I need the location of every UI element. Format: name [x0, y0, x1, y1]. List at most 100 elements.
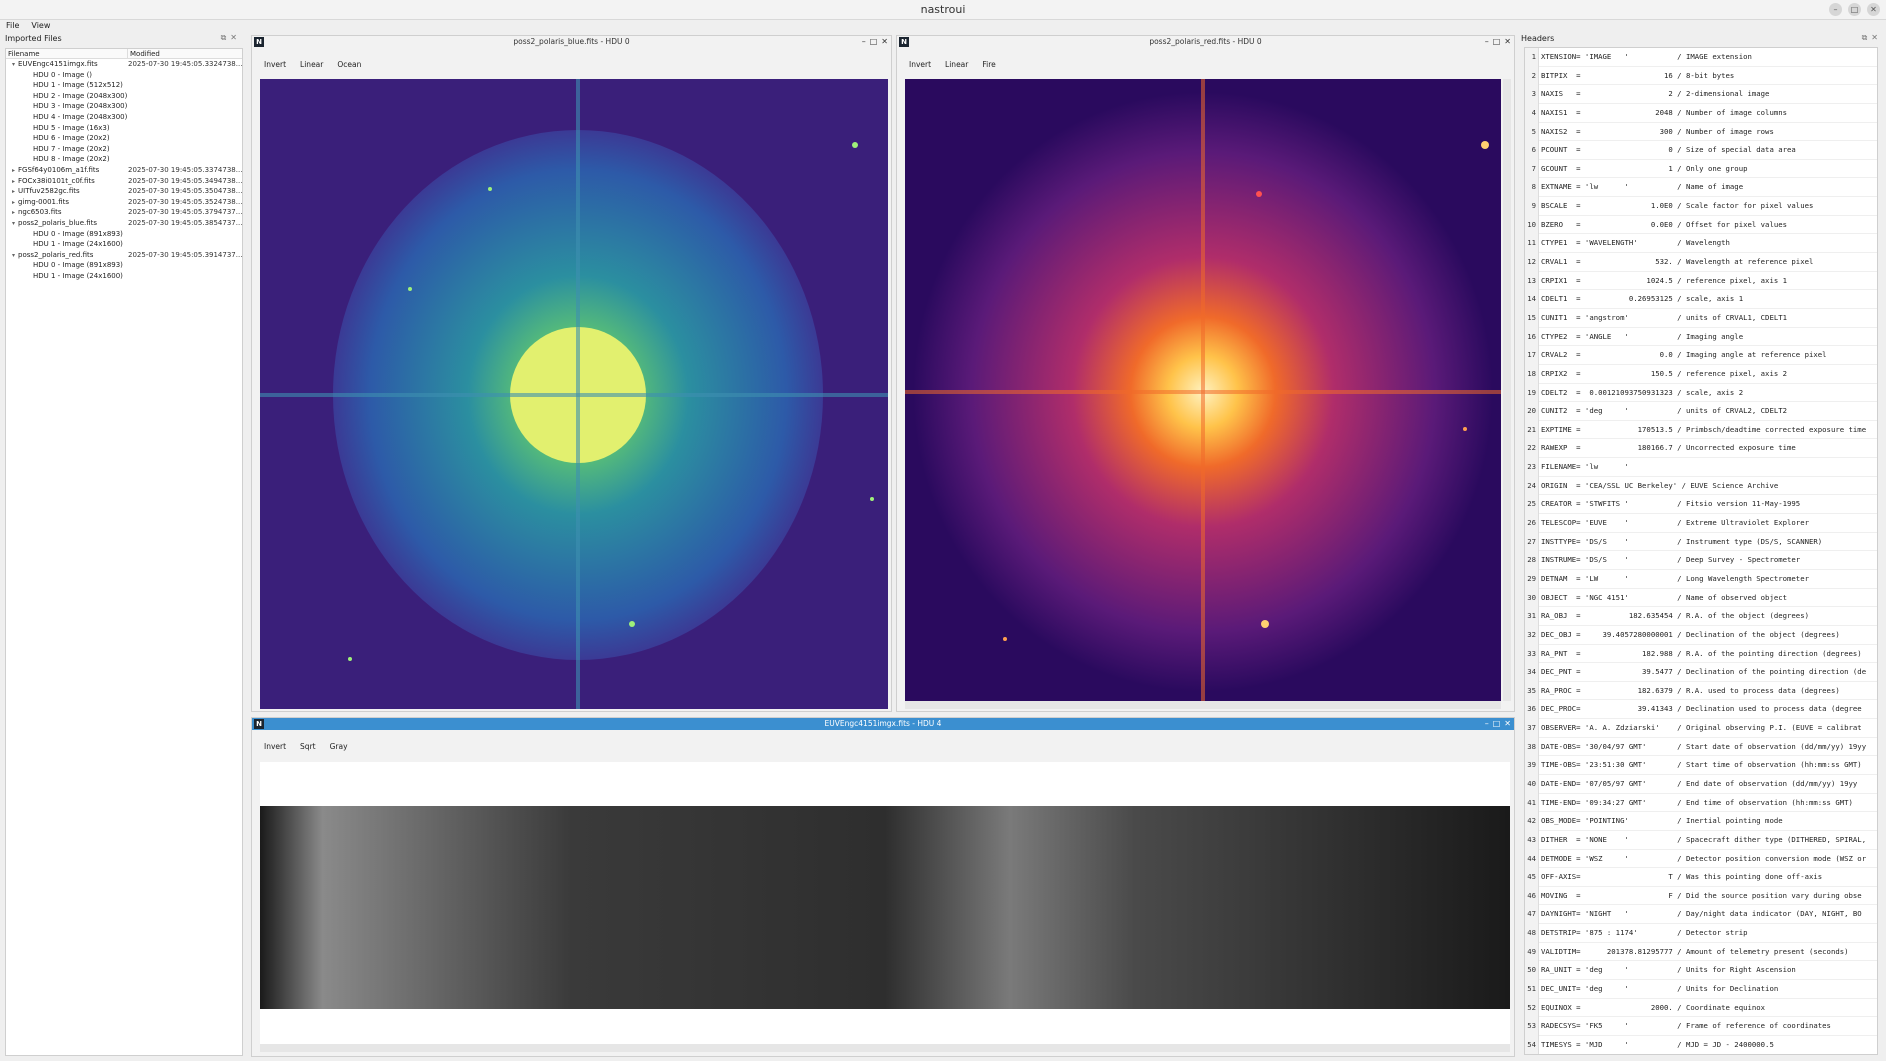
header-row[interactable]: 5 NAXIS2 = 300 / Number of image rows: [1525, 123, 1877, 142]
maximize-icon[interactable]: □: [1493, 36, 1501, 48]
vertical-scrollbar[interactable]: [1503, 79, 1511, 701]
colormap-dropdown[interactable]: Fire: [982, 57, 995, 73]
scale-dropdown[interactable]: Linear: [300, 57, 323, 73]
file-tree-row[interactable]: ▸ FOCx38i0101t_c0f.fits 2025-07-30 19:45:0…: [6, 176, 242, 187]
minimize-icon[interactable]: –: [862, 36, 866, 48]
menu-view[interactable]: View: [31, 20, 50, 32]
header-row[interactable]: 32 DEC_OBJ = 39.4057280000001 / Declinati…: [1525, 626, 1877, 645]
dock-buttons[interactable]: ⧉✕: [221, 33, 241, 43]
header-row[interactable]: 38 DATE-OBS= '30/04/97 GMT' / Start date …: [1525, 738, 1877, 757]
file-tree-row[interactable]: HDU 0 - Image (891x893): [6, 260, 242, 271]
file-tree-row[interactable]: ▾ poss2_polaris_red.fits 2025-07-30 19:45:…: [6, 250, 242, 261]
file-tree-row[interactable]: HDU 2 - Image (2048x300): [6, 91, 242, 102]
header-row[interactable]: 39 TIME-OBS= '23:51:30 GMT' / Start time …: [1525, 756, 1877, 775]
file-tree-row[interactable]: ▸ ngc6503.fits 2025-07-30 19:45:05.3794737…: [6, 207, 242, 218]
header-row[interactable]: 8 EXTNAME = 'lw ' / Name of image: [1525, 178, 1877, 197]
invert-button[interactable]: Invert: [264, 57, 286, 73]
header-row[interactable]: 21 EXPTIME = 170513.5 / Primbsch/deadtime…: [1525, 421, 1877, 440]
header-row[interactable]: 42 OBS_MODE= 'POINTING' / Inertial pointi…: [1525, 812, 1877, 831]
header-row[interactable]: 20 CUNIT2 = 'deg ' / units of CRVAL2, CDE…: [1525, 402, 1877, 421]
header-row[interactable]: 29 DETNAM = 'LW ' / Long Wavelength Spect…: [1525, 570, 1877, 589]
file-tree-row[interactable]: HDU 1 - Image (512x512): [6, 80, 242, 91]
header-row[interactable]: 51 DEC_UNIT= 'deg ' / Units for Declinati…: [1525, 980, 1877, 999]
header-row[interactable]: 54 TIMESYS = 'MJD ' / MJD = JD - 2400000.…: [1525, 1036, 1877, 1055]
header-row[interactable]: 43 DITHER = 'NONE ' / Spacecraft dither t…: [1525, 831, 1877, 850]
header-row[interactable]: 27 INSTTYPE= 'DS/S ' / Instrument type (D…: [1525, 533, 1877, 552]
file-tree-row[interactable]: ▸ gimg-0001.fits 2025-07-30 19:45:05.35247…: [6, 197, 242, 208]
menu-file[interactable]: File: [6, 20, 19, 32]
header-row[interactable]: 35 RA_PROC = 182.6379 / R.A. used to proc…: [1525, 682, 1877, 701]
header-row[interactable]: 9 BSCALE = 1.0E0 / Scale factor for pixel…: [1525, 197, 1877, 216]
file-tree-row[interactable]: ▸ UITfuv2582gc.fits 2025-07-30 19:45:05.35…: [6, 186, 242, 197]
maximize-icon[interactable]: □: [1848, 3, 1861, 16]
header-row[interactable]: 25 CREATOR = 'STWFITS ' / Fitsio version …: [1525, 495, 1877, 514]
close-icon[interactable]: ✕: [1867, 3, 1880, 16]
chevron-right-icon[interactable]: ▸: [9, 166, 18, 176]
header-row[interactable]: 10 BZERO = 0.0E0 / Offset for pixel value…: [1525, 216, 1877, 235]
file-tree-row[interactable]: HDU 4 - Image (2048x300): [6, 112, 242, 123]
header-row[interactable]: 31 RA_OBJ = 182.635454 / R.A. of the obje…: [1525, 607, 1877, 626]
column-modified[interactable]: Modified: [128, 49, 160, 58]
header-row[interactable]: 48 DETSTRIP= '875 : 1174' / Detector stri…: [1525, 924, 1877, 943]
column-filename[interactable]: Filename: [6, 49, 128, 58]
minimize-icon[interactable]: –: [1485, 36, 1489, 48]
header-row[interactable]: 53 RADECSYS= 'FK5 ' / Frame of reference …: [1525, 1017, 1877, 1036]
header-row[interactable]: 49 VALIDTIM= 201378.81295777 / Amount of …: [1525, 943, 1877, 962]
header-row[interactable]: 4 NAXIS1 = 2048 / Number of image columns: [1525, 104, 1877, 123]
header-row[interactable]: 6 PCOUNT = 0 / Size of special data area: [1525, 141, 1877, 160]
header-row[interactable]: 2 BITPIX = 16 / 8-bit bytes: [1525, 67, 1877, 86]
header-row[interactable]: 40 DATE-END= '07/05/97 GMT' / End date of…: [1525, 775, 1877, 794]
chevron-down-icon[interactable]: ▾: [9, 60, 18, 70]
close-icon[interactable]: ✕: [1504, 36, 1511, 48]
horizontal-scrollbar[interactable]: [905, 701, 1501, 709]
header-row[interactable]: 50 RA_UNIT = 'deg ' / Units for Right Asc…: [1525, 961, 1877, 980]
image-canvas-euve[interactable]: [260, 762, 1510, 1044]
scale-dropdown[interactable]: Sqrt: [300, 739, 316, 755]
header-row[interactable]: 52 EQUINOX = 2000. / Coordinate equinox: [1525, 999, 1877, 1018]
window-titlebar[interactable]: N poss2_polaris_blue.fits - HDU 0 – □ ✕: [252, 36, 891, 48]
file-tree-row[interactable]: ▾ poss2_polaris_blue.fits 2025-07-30 19:45…: [6, 218, 242, 229]
window-titlebar[interactable]: N poss2_polaris_red.fits - HDU 0 – □ ✕: [897, 36, 1514, 48]
header-row[interactable]: 28 INSTRUME= 'DS/S ' / Deep Survey - Spec…: [1525, 551, 1877, 570]
file-tree-row[interactable]: HDU 8 - Image (20x2): [6, 154, 242, 165]
maximize-icon[interactable]: □: [870, 36, 878, 48]
image-canvas-red[interactable]: [905, 79, 1501, 701]
file-tree-row[interactable]: HDU 1 - Image (24x1600): [6, 239, 242, 250]
chevron-down-icon[interactable]: ▾: [9, 219, 18, 229]
horizontal-scrollbar[interactable]: [260, 1044, 1510, 1052]
header-row[interactable]: 14 CDELT1 = 0.26953125 / scale, axis 1: [1525, 290, 1877, 309]
chevron-right-icon[interactable]: ▸: [9, 177, 18, 187]
header-row[interactable]: 16 CTYPE2 = 'ANGLE ' / Imaging angle: [1525, 328, 1877, 347]
header-row[interactable]: 23 FILENAME= 'lw ': [1525, 458, 1877, 477]
header-row[interactable]: 17 CRVAL2 = 0.0 / Imaging angle at refere…: [1525, 346, 1877, 365]
file-tree-row[interactable]: ▾ EUVEngc4151imgx.fits 2025-07-30 19:45:05…: [6, 59, 242, 70]
chevron-down-icon[interactable]: ▾: [9, 251, 18, 261]
header-row[interactable]: 44 DETMODE = 'WSZ ' / Detector position c…: [1525, 850, 1877, 869]
header-row[interactable]: 18 CRPIX2 = 150.5 / reference pixel, axis…: [1525, 365, 1877, 384]
header-row[interactable]: 46 MOVING = F / Did the source position v…: [1525, 887, 1877, 906]
file-tree-row[interactable]: ▸ FGSf64y0106m_a1f.fits 2025-07-30 19:45:0…: [6, 165, 242, 176]
header-row[interactable]: 15 CUNIT1 = 'angstrom' / units of CRVAL1,…: [1525, 309, 1877, 328]
chevron-right-icon[interactable]: ▸: [9, 187, 18, 197]
header-row[interactable]: 19 CDELT2 = 0.00121093750931323 / scale, …: [1525, 384, 1877, 403]
header-row[interactable]: 45 OFF-AXIS= T / Was this pointing done o…: [1525, 868, 1877, 887]
header-row[interactable]: 26 TELESCOP= 'EUVE ' / Extreme Ultraviole…: [1525, 514, 1877, 533]
close-icon[interactable]: ✕: [881, 36, 888, 48]
dock-buttons[interactable]: ⧉✕: [1862, 33, 1882, 43]
invert-button[interactable]: Invert: [264, 739, 286, 755]
file-tree-row[interactable]: HDU 0 - Image (): [6, 70, 242, 81]
chevron-right-icon[interactable]: ▸: [9, 198, 18, 208]
maximize-icon[interactable]: □: [1493, 718, 1501, 730]
colormap-dropdown[interactable]: Gray: [330, 739, 348, 755]
header-row[interactable]: 12 CRVAL1 = 532. / Wavelength at referenc…: [1525, 253, 1877, 272]
header-list[interactable]: 1 XTENSION= 'IMAGE ' / IMAGE extension 2 BI…: [1524, 47, 1878, 1055]
file-tree-row[interactable]: HDU 6 - Image (20x2): [6, 133, 242, 144]
header-row[interactable]: 34 DEC_PNT = 39.5477 / Declination of the…: [1525, 663, 1877, 682]
header-row[interactable]: 7 GCOUNT = 1 / Only one group: [1525, 160, 1877, 179]
header-row[interactable]: 47 DAYNIGHT= 'NIGHT ' / Day/night data in…: [1525, 905, 1877, 924]
window-titlebar[interactable]: N EUVEngc4151imgx.fits - HDU 4 – □ ✕: [252, 718, 1514, 730]
image-canvas-blue[interactable]: [260, 79, 888, 709]
close-icon[interactable]: ✕: [1504, 718, 1511, 730]
header-row[interactable]: 33 RA_PNT = 182.988 / R.A. of the pointin…: [1525, 645, 1877, 664]
header-row[interactable]: 13 CRPIX1 = 1024.5 / reference pixel, axi…: [1525, 272, 1877, 291]
